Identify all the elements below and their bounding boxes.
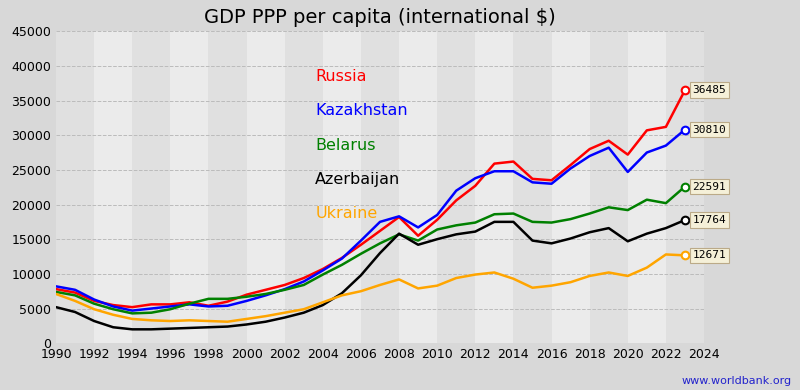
- Text: 12671: 12671: [693, 250, 726, 261]
- Text: Azerbaijan: Azerbaijan: [315, 172, 401, 187]
- Bar: [399, 31, 437, 343]
- Text: www.worldbank.org: www.worldbank.org: [682, 376, 792, 386]
- Bar: [56, 31, 94, 343]
- Text: Ukraine: Ukraine: [315, 206, 378, 221]
- Bar: [475, 31, 514, 343]
- Bar: [514, 31, 551, 343]
- Text: 36485: 36485: [693, 85, 726, 95]
- Text: 17764: 17764: [693, 215, 726, 225]
- Bar: [437, 31, 475, 343]
- Text: 22591: 22591: [693, 182, 726, 191]
- Bar: [590, 31, 628, 343]
- Text: Kazakhstan: Kazakhstan: [315, 103, 408, 118]
- Bar: [285, 31, 323, 343]
- Bar: [132, 31, 170, 343]
- Bar: [209, 31, 246, 343]
- Bar: [666, 31, 704, 343]
- Bar: [170, 31, 209, 343]
- Bar: [246, 31, 285, 343]
- Text: Belarus: Belarus: [315, 138, 376, 152]
- Bar: [551, 31, 590, 343]
- Text: 30810: 30810: [693, 124, 726, 135]
- Bar: [94, 31, 132, 343]
- Title: GDP PPP per capita (international $): GDP PPP per capita (international $): [204, 8, 556, 27]
- Text: Russia: Russia: [315, 69, 366, 84]
- Bar: [323, 31, 361, 343]
- Bar: [361, 31, 399, 343]
- Bar: [628, 31, 666, 343]
